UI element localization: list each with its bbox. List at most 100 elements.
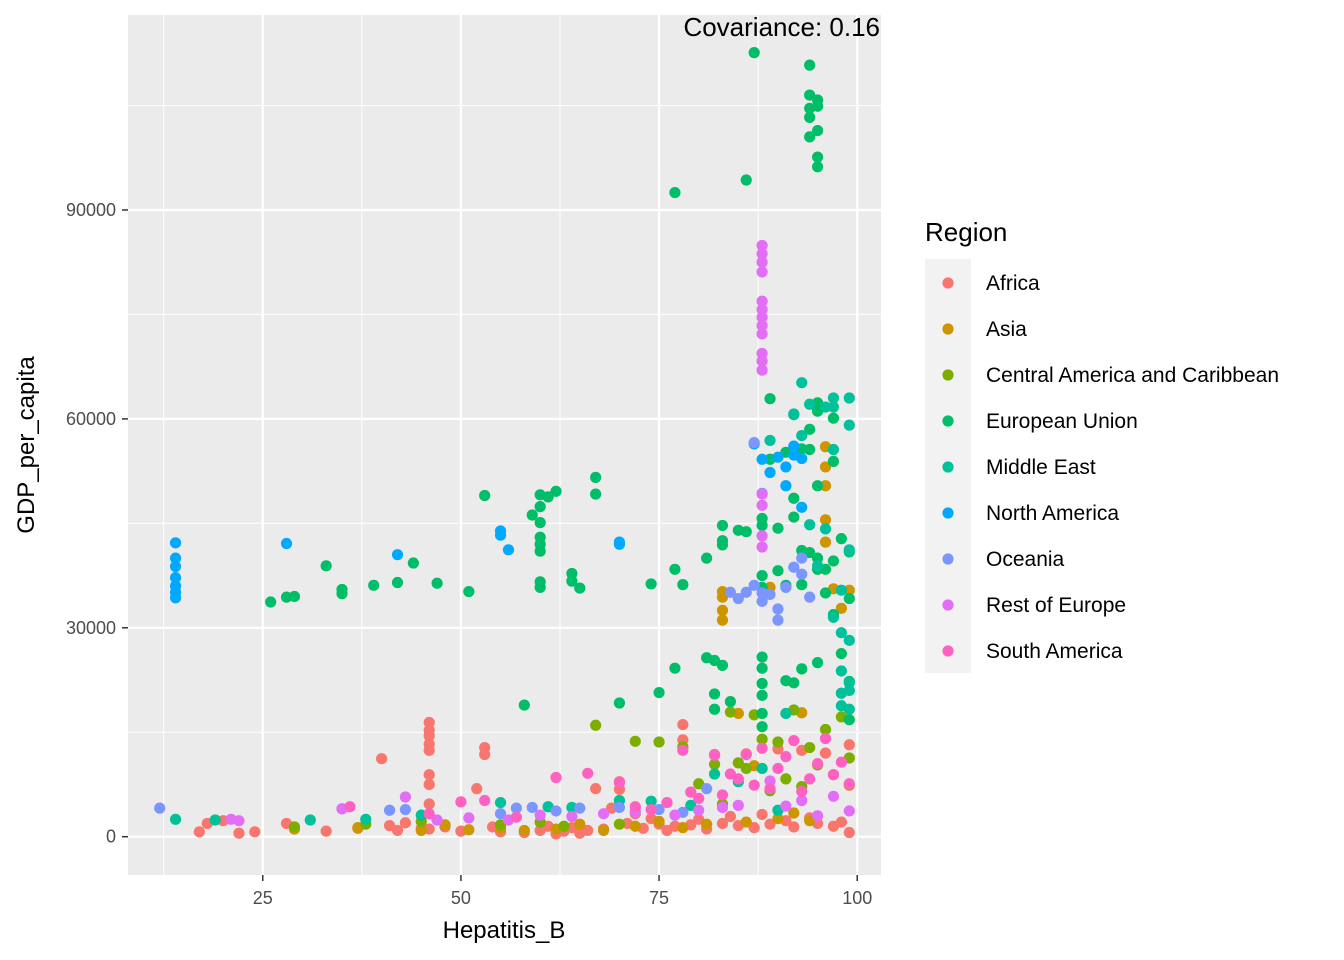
point-north-america: [502, 544, 515, 556]
point-north-america: [494, 529, 507, 541]
point-asia: [843, 584, 855, 596]
x-tick-label: 25: [253, 888, 273, 908]
legend-label-asia: Asia: [986, 318, 1027, 341]
point-africa: [423, 798, 435, 810]
point-rest-of-europe: [566, 810, 578, 823]
point-oceania: [804, 591, 816, 603]
point-north-america: [796, 452, 808, 465]
point-south-america: [708, 749, 721, 761]
point-north-america: [780, 480, 792, 492]
y-axis-title: GDP_per_capita: [13, 356, 40, 534]
point-south-america: [344, 801, 356, 813]
point-european-union: [534, 545, 546, 557]
point-european-union: [804, 423, 816, 435]
point-central-america-and-caribbean: [756, 733, 768, 745]
point-south-america: [510, 811, 522, 823]
x-tick-label: 50: [451, 888, 471, 908]
point-european-union: [811, 151, 824, 163]
point-middle-east: [780, 707, 792, 720]
point-middle-east: [209, 814, 221, 826]
point-european-union: [534, 501, 546, 513]
point-oceania: [748, 579, 760, 591]
point-rest-of-europe: [431, 814, 443, 826]
y-tick-label: 90000: [66, 200, 116, 220]
point-africa: [423, 778, 435, 791]
point-rest-of-europe: [233, 815, 245, 827]
point-european-union: [653, 686, 665, 699]
point-middle-east: [819, 523, 832, 535]
point-european-union: [716, 519, 729, 532]
point-north-america: [780, 461, 792, 473]
point-asia: [574, 818, 586, 830]
point-european-union: [708, 688, 721, 700]
point-asia: [819, 536, 832, 548]
point-africa: [249, 826, 261, 838]
point-rest-of-europe: [756, 499, 768, 511]
point-africa: [376, 753, 388, 765]
point-european-union: [756, 662, 768, 674]
point-european-union: [835, 647, 847, 660]
point-south-america: [693, 792, 705, 805]
point-european-union: [669, 662, 681, 674]
legend-label-north-america: North America: [986, 502, 1119, 525]
point-european-union: [811, 100, 824, 112]
point-middle-east: [360, 813, 372, 825]
point-africa: [788, 821, 800, 833]
point-middle-east: [804, 398, 816, 410]
point-oceania: [732, 592, 744, 605]
point-oceania: [748, 436, 760, 449]
point-middle-east: [835, 584, 847, 596]
point-rest-of-europe: [756, 355, 768, 367]
legend-key-asia: [942, 323, 954, 335]
point-middle-east: [843, 544, 855, 556]
point-rest-of-europe: [756, 256, 768, 268]
point-central-america-and-caribbean: [558, 820, 570, 832]
point-africa: [399, 817, 412, 829]
point-middle-east: [756, 762, 768, 775]
point-middle-east: [843, 392, 855, 404]
y-tick-label: 0: [106, 827, 116, 847]
point-european-union: [701, 552, 713, 564]
legend-key-north-america: [942, 507, 954, 519]
point-rest-of-europe: [463, 812, 475, 824]
y-axis-ticks: 0 30000 60000 90000: [66, 200, 128, 847]
point-asia: [740, 816, 752, 828]
point-european-union: [590, 471, 602, 483]
legend-label-oceania: Oceania: [986, 548, 1065, 571]
point-rest-of-europe: [796, 794, 808, 807]
point-central-america-and-caribbean: [772, 736, 784, 748]
point-central-america-and-caribbean: [780, 773, 792, 785]
point-south-america: [780, 751, 792, 763]
point-africa: [233, 827, 245, 839]
point-european-union: [574, 582, 586, 594]
point-european-union: [788, 511, 800, 523]
legend-key-middle-east: [942, 461, 954, 473]
point-africa: [590, 783, 602, 795]
point-european-union: [804, 443, 816, 456]
point-south-america: [772, 762, 784, 775]
point-european-union: [740, 526, 752, 538]
point-european-union: [265, 596, 277, 608]
legend-key-european-union: [942, 415, 954, 427]
point-africa: [479, 748, 491, 761]
point-south-america: [740, 748, 752, 761]
point-north-america: [169, 537, 182, 549]
point-rest-of-europe: [756, 541, 768, 553]
point-european-union: [288, 590, 301, 603]
point-european-union: [518, 699, 530, 711]
point-european-union: [645, 578, 657, 590]
point-european-union: [804, 111, 816, 123]
point-africa: [193, 826, 205, 838]
point-rest-of-europe: [756, 328, 768, 340]
points-layer: [154, 47, 855, 840]
point-rest-of-europe: [811, 810, 824, 822]
point-european-union: [748, 47, 760, 59]
point-european-union: [479, 489, 491, 502]
point-oceania: [613, 801, 626, 814]
point-africa: [843, 739, 855, 751]
point-north-america: [756, 453, 768, 465]
point-africa: [835, 816, 847, 828]
point-asia: [518, 824, 530, 837]
point-north-america: [169, 592, 182, 604]
point-south-america: [582, 767, 594, 779]
